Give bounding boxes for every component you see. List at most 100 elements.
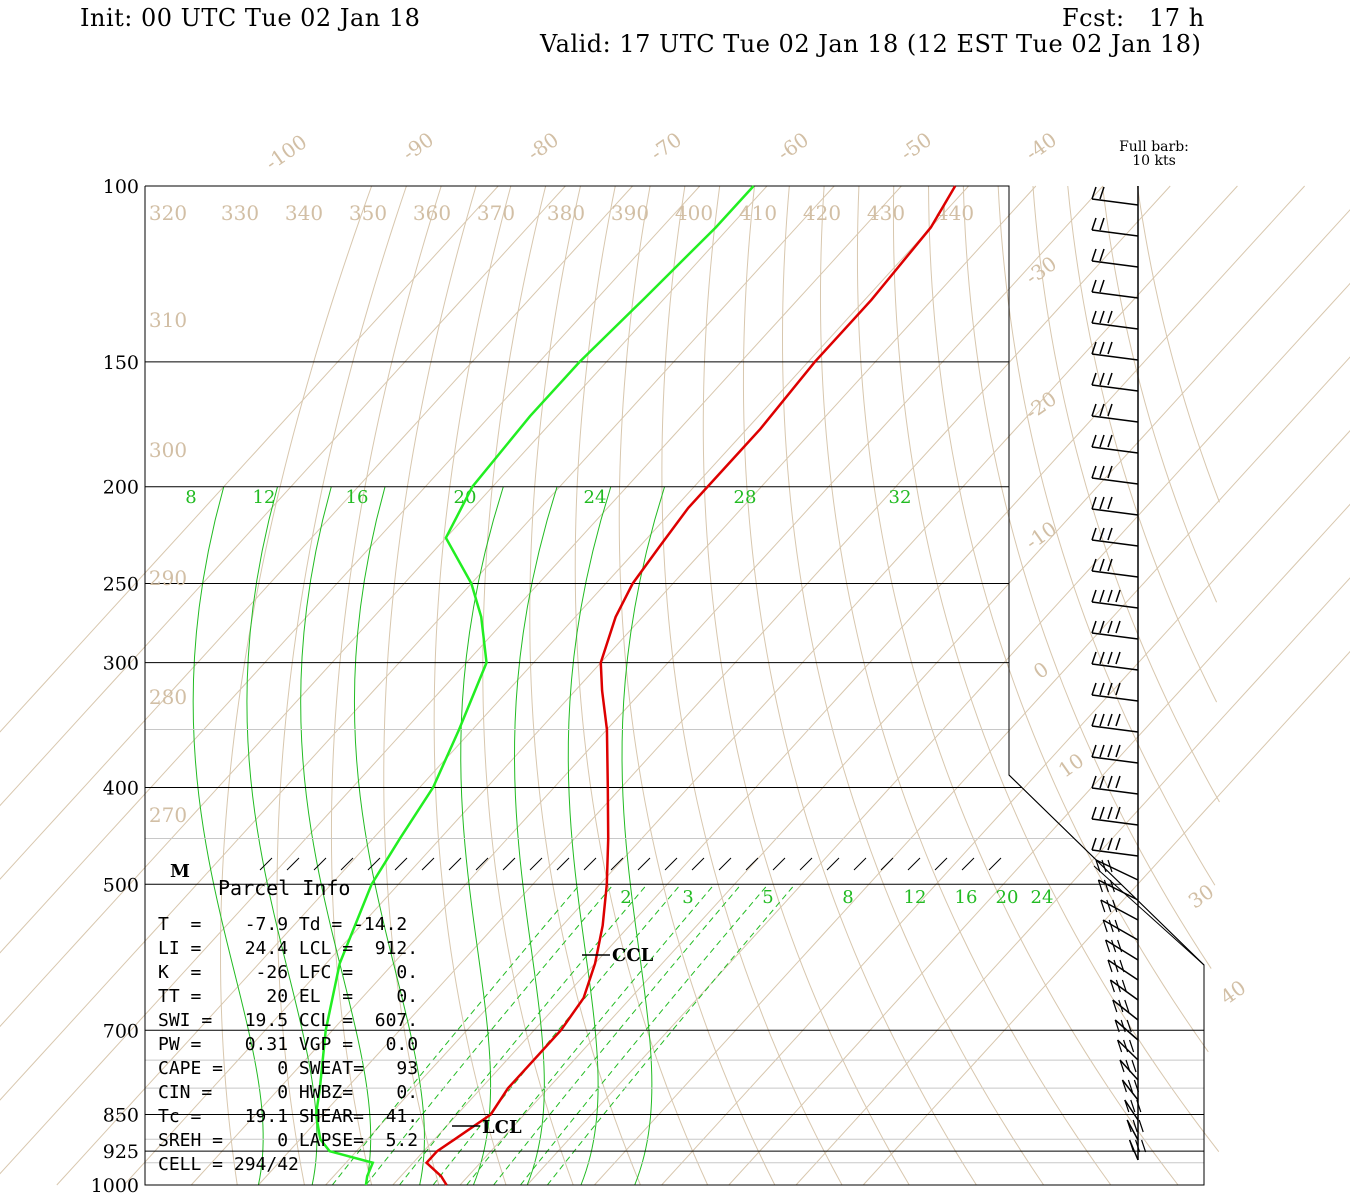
adiabat-line <box>529 185 641 1186</box>
barb-flag <box>1109 979 1115 993</box>
wind-barb <box>1091 353 1139 361</box>
barb-flag <box>1141 1139 1147 1153</box>
barb-flag <box>1107 806 1113 820</box>
wind-barb <box>1091 415 1139 423</box>
adiabat-line <box>781 185 1045 1186</box>
forecast-hour: Fcst: 17 h <box>1062 4 1205 32</box>
isotherm-line <box>56 185 969 1186</box>
hatch-mark <box>988 857 1002 871</box>
mixing-label-lower: 8 <box>842 887 853 908</box>
isotherm-line <box>258 185 1171 1186</box>
adiabat-line <box>962 185 1212 969</box>
barb-flag <box>1091 713 1097 727</box>
wind-barb <box>1091 787 1139 795</box>
frame-diagonal <box>1008 774 1205 966</box>
barb-flag <box>1099 217 1105 231</box>
isotherm-label: -30 <box>1021 251 1061 289</box>
isotherm-line <box>0 185 701 954</box>
moist-adiabat-line <box>460 486 504 1186</box>
barb-flag <box>1111 939 1117 953</box>
hatch-mark <box>880 857 894 871</box>
barb-flag <box>1091 744 1097 758</box>
plot-frame <box>144 185 1205 1186</box>
mixing-ratio-lines <box>192 486 796 1186</box>
mixing-label-upper: 12 <box>253 487 276 508</box>
barb-flag <box>1109 879 1115 893</box>
adiabat-line <box>856 185 1179 1186</box>
barb-flag <box>1107 527 1113 541</box>
barb-flag <box>1091 806 1097 820</box>
barb-flag <box>1117 1039 1123 1053</box>
hatch-mark <box>691 857 705 871</box>
wind-barb <box>1091 818 1139 826</box>
barb-flag <box>1114 1019 1120 1033</box>
barb-flag <box>1099 558 1105 572</box>
barb-flag <box>1127 1079 1133 1093</box>
wind-barb <box>1124 1099 1139 1121</box>
barb-flag <box>1091 620 1097 634</box>
barb-flag <box>1126 1019 1132 1033</box>
adiabat-line <box>618 185 776 1186</box>
wind-barb <box>1112 999 1139 1021</box>
barb-flag <box>1103 879 1109 893</box>
barb-flag <box>1115 620 1121 634</box>
wind-barb <box>1091 601 1139 609</box>
barb-flag <box>1120 1019 1126 1033</box>
barb-flag <box>1091 341 1097 355</box>
adiabat-line <box>276 185 407 1186</box>
wind-barb <box>1091 632 1139 640</box>
mixing-label-lower: 20 <box>996 887 1019 908</box>
barb-flag <box>1107 341 1113 355</box>
barb-flag <box>1107 310 1113 324</box>
hatch-mark <box>718 857 732 871</box>
barb-flag <box>1115 837 1121 851</box>
moist-adiabat-line <box>567 486 612 1186</box>
barb-flag <box>1119 1059 1125 1073</box>
isotherm-line <box>526 282 1350 1186</box>
valid-time: Valid: 17 UTC Tue 02 Jan 18 (12 EST Tue … <box>540 30 1202 58</box>
barb-flag <box>1099 403 1105 417</box>
theta-label: 400 <box>675 201 713 225</box>
dewpoint-trace <box>314 185 755 1186</box>
isotherm-label: 40 <box>1216 975 1251 1009</box>
isotherm-line <box>0 185 566 807</box>
adiabat-line <box>819 185 1112 1186</box>
parcel-info-box: Parcel Info T = -7.9 Td = -14.2 LI = 24.4 … <box>158 876 418 1175</box>
parcel-info-row: SREH = 0 LAPSE= 5.2 <box>158 1130 418 1151</box>
barb-flag <box>1136 1099 1142 1113</box>
isotherm-line <box>392 185 1305 1186</box>
mixing-label-upper: 16 <box>346 487 369 508</box>
pressure-label: 300 <box>103 653 139 675</box>
barb-flag <box>1099 186 1105 200</box>
barb-legend: Full barb: 10 kts <box>1094 140 1214 168</box>
wind-barb <box>1091 198 1139 206</box>
theta-label: 360 <box>413 201 451 225</box>
barb-flag <box>1091 248 1097 262</box>
isotherm-line <box>0 185 633 880</box>
hatch-mark <box>448 857 462 871</box>
pressure-label: 100 <box>103 176 139 198</box>
isotherm-label: -20 <box>1021 386 1061 424</box>
adiabat-line <box>1136 185 1220 503</box>
hatch-mark <box>853 857 867 871</box>
mixing-ratio-line <box>399 883 648 1186</box>
barb-flag <box>1107 496 1113 510</box>
mixing-label-upper: 8 <box>185 487 196 508</box>
parcel-info-row: SWI = 19.5 CCL = 607. <box>158 1010 418 1031</box>
barb-flag <box>1091 558 1097 572</box>
barb-flag <box>1091 496 1097 510</box>
barb-flag <box>1124 999 1130 1013</box>
hatch-mark <box>259 857 273 871</box>
barb-flag <box>1107 434 1113 448</box>
barb-flag <box>1107 744 1113 758</box>
barb-legend-line1: Full barb: <box>1119 139 1189 155</box>
theta-label: 310 <box>149 308 187 332</box>
isotherm-label: 10 <box>1054 748 1089 782</box>
barb-flag <box>1113 959 1119 973</box>
barb-flag <box>1125 1059 1131 1073</box>
parcel-info-row: CELL = 294/42 <box>158 1154 299 1175</box>
barb-flag <box>1131 1059 1137 1073</box>
barb-flag <box>1124 1099 1130 1113</box>
parcel-info-row: K = -26 LFC = 0. <box>158 962 418 983</box>
moist-adiabat-line <box>192 486 264 1186</box>
